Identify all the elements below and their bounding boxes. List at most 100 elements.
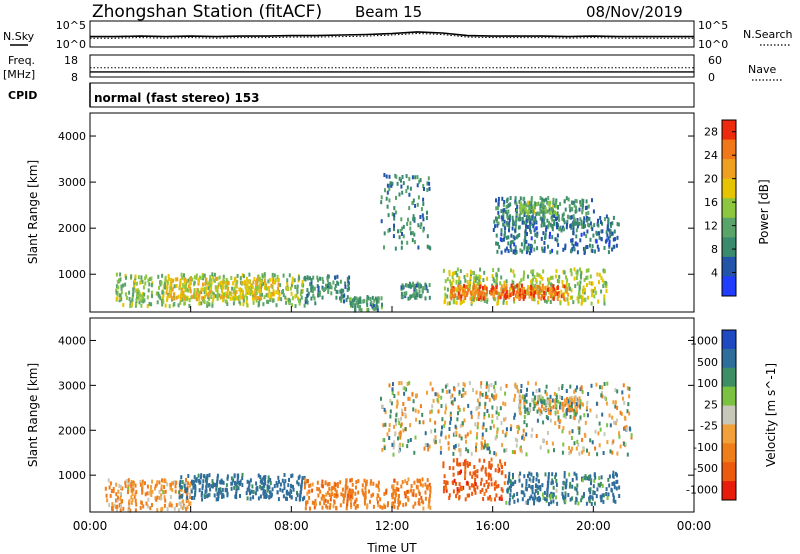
velocity-cell bbox=[458, 408, 461, 412]
power-cell bbox=[598, 235, 601, 240]
velocity-cell bbox=[540, 399, 543, 404]
velocity-cell bbox=[235, 492, 238, 497]
velocity-cell bbox=[545, 392, 548, 397]
power-cell bbox=[205, 286, 208, 291]
power-cell bbox=[556, 225, 559, 230]
velocity-cell bbox=[385, 488, 388, 493]
velocity-cell bbox=[408, 396, 411, 401]
velocity-cell bbox=[118, 483, 121, 488]
velocity-cell bbox=[495, 393, 498, 398]
velocity-cell bbox=[457, 443, 460, 448]
velocity-cell bbox=[495, 434, 498, 439]
velocity-cell bbox=[254, 491, 257, 496]
velocity-cell bbox=[399, 500, 402, 505]
power-cell bbox=[428, 295, 431, 300]
power-cell bbox=[233, 288, 236, 293]
velocity-cell bbox=[470, 451, 473, 456]
power-cell bbox=[541, 283, 544, 288]
power-cell bbox=[505, 283, 508, 288]
power-cell bbox=[120, 284, 123, 289]
velocity-cell bbox=[534, 489, 537, 493]
velocity-cell bbox=[388, 383, 391, 388]
power-cell bbox=[263, 278, 266, 283]
velocity-cell bbox=[237, 486, 240, 491]
velocity-cell bbox=[428, 482, 431, 487]
velocity-cell bbox=[426, 443, 429, 448]
power-cell bbox=[604, 281, 607, 285]
power-cell bbox=[478, 274, 481, 279]
velocity-cell bbox=[533, 501, 535, 506]
velocity-cell bbox=[549, 394, 552, 399]
velocity-cell bbox=[458, 433, 461, 438]
power-cell bbox=[291, 280, 294, 285]
power-cell bbox=[518, 281, 521, 286]
power-cell bbox=[503, 280, 506, 285]
power-cell bbox=[348, 275, 351, 280]
velocity-cell bbox=[525, 482, 528, 487]
velocity-cell bbox=[551, 441, 554, 446]
velocity-cell bbox=[384, 410, 387, 415]
power-cell bbox=[558, 227, 561, 232]
power-cell bbox=[400, 291, 403, 296]
power-cell bbox=[543, 293, 546, 298]
velocity-cell bbox=[499, 386, 502, 391]
velocity-cell bbox=[111, 506, 113, 511]
velocity-cell bbox=[392, 445, 395, 450]
power-cell bbox=[137, 275, 140, 280]
power-cell bbox=[465, 293, 468, 298]
power-cell bbox=[556, 238, 559, 243]
velocity-cell bbox=[415, 493, 418, 498]
power-cell bbox=[179, 300, 182, 305]
velocity-cell bbox=[474, 422, 477, 427]
power-cell bbox=[533, 220, 536, 225]
power-cell bbox=[230, 292, 233, 297]
velocity-cell bbox=[601, 390, 603, 395]
power-cell bbox=[359, 298, 362, 303]
power-cell bbox=[571, 222, 574, 227]
power-cell bbox=[167, 274, 170, 278]
velocity-cell bbox=[528, 484, 531, 488]
power-cell bbox=[507, 209, 510, 214]
power-cell bbox=[411, 175, 414, 180]
power-cell bbox=[570, 272, 573, 277]
power-cell bbox=[608, 240, 611, 245]
power-cell bbox=[278, 292, 281, 297]
power-colorbar-segment bbox=[722, 237, 736, 258]
velocity-cell bbox=[577, 442, 580, 447]
power-cell bbox=[551, 227, 554, 232]
velocity-cell bbox=[454, 446, 457, 451]
power-cell bbox=[543, 248, 546, 253]
velocity-cell bbox=[352, 489, 354, 494]
nave-tick-bottom: 0 bbox=[708, 71, 715, 84]
velocity-cell bbox=[590, 383, 593, 388]
velocity-cell bbox=[348, 496, 351, 501]
velocity-cell bbox=[531, 496, 534, 501]
velocity-cell bbox=[537, 479, 540, 484]
velocity-cell bbox=[149, 506, 152, 511]
velocity-cell bbox=[495, 410, 498, 415]
velocity-cell bbox=[156, 482, 158, 487]
velocity-cell bbox=[485, 384, 488, 389]
velocity-cell bbox=[225, 483, 228, 488]
power-cell bbox=[119, 272, 122, 277]
velocity-cell bbox=[457, 411, 459, 416]
power-cell bbox=[140, 275, 143, 280]
power-cell bbox=[545, 225, 548, 230]
power-cell bbox=[115, 288, 118, 293]
velocity-cell bbox=[510, 424, 513, 429]
power-cell bbox=[277, 282, 280, 287]
freq-tick-bottom: 8 bbox=[71, 71, 78, 84]
velocity-cell bbox=[131, 498, 134, 502]
power-cell bbox=[604, 239, 607, 244]
velocity-cell bbox=[311, 500, 314, 505]
power-cell bbox=[340, 298, 343, 303]
velocity-cell bbox=[589, 490, 592, 495]
velocity-cell bbox=[601, 385, 603, 390]
velocity-cell bbox=[564, 494, 567, 499]
velocity-cell bbox=[612, 492, 615, 497]
power-cell bbox=[132, 288, 135, 293]
velocity-cell bbox=[597, 482, 600, 487]
velocity-cell bbox=[295, 497, 298, 502]
power-cell bbox=[459, 287, 462, 292]
power-cell bbox=[306, 293, 309, 298]
